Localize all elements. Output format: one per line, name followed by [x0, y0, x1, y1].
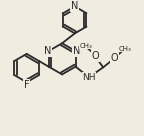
Text: NH: NH [82, 73, 96, 82]
Text: O: O [92, 51, 99, 61]
Text: N: N [44, 46, 51, 56]
Text: CH₃: CH₃ [80, 43, 93, 49]
Text: O: O [111, 53, 118, 63]
Text: N: N [71, 1, 78, 11]
Text: N: N [73, 46, 80, 56]
Text: F: F [24, 80, 30, 90]
Text: CH₃: CH₃ [119, 46, 131, 52]
